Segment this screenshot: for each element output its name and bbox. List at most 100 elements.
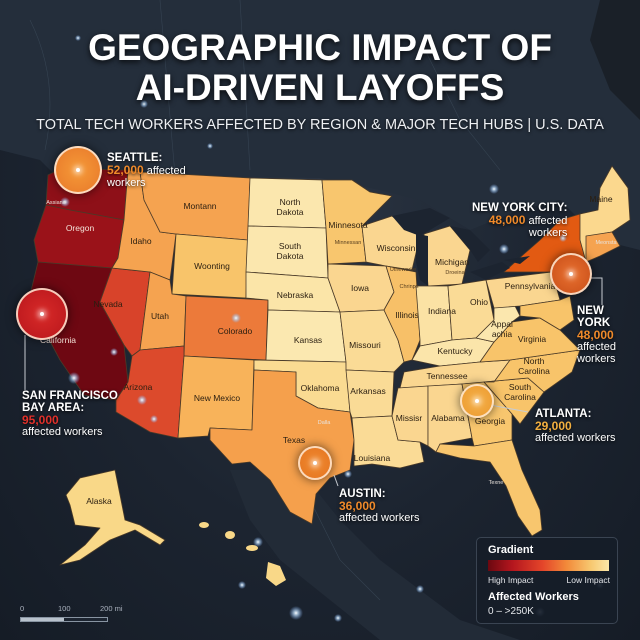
state-west-virginia[interactable] <box>475 299 521 343</box>
city-label-uthewerke: Uthewerke <box>389 267 417 273</box>
callout-nyc-name: NEW YORK CITY: <box>472 202 568 214</box>
state-label-ohio: Ohio <box>470 297 488 307</box>
canada-landmass <box>0 0 640 250</box>
legend-gradient-bar <box>488 560 609 571</box>
state-new-england[interactable] <box>579 165 631 263</box>
state-massachusetts[interactable] <box>585 231 621 263</box>
callout-seattle-name: SEATTLE: <box>107 152 163 164</box>
callout-leaders <box>24 277 603 487</box>
legend-high-label: High Impact <box>488 575 534 585</box>
state-florida[interactable] <box>435 439 543 537</box>
callout-seattle: SEATTLE: 52,000 affected workers <box>107 152 186 189</box>
legend-workers-title: Affected Workers <box>488 591 579 603</box>
city-label-chrinps: Chrinps <box>399 284 419 290</box>
callout-atlanta-value: 29,000 <box>535 419 572 433</box>
callout-austin-name: AUSTIN: <box>339 488 386 500</box>
state-label-kentucky: Kentucky <box>437 346 473 356</box>
legend-low-label: Low Impact <box>566 575 610 585</box>
state-label-north-carolina: North Carolina <box>518 356 550 376</box>
hub-marker-san-francisco[interactable] <box>16 288 68 340</box>
state-label-pennsylvania: Pennsylvania <box>504 281 556 291</box>
state-label-alaska: Alaska <box>86 496 112 506</box>
state-label-oregon: Oregon <box>65 223 95 233</box>
state-label-idaho: Idaho <box>130 236 152 246</box>
state-arizona[interactable] <box>115 345 185 439</box>
callout-sf-value: 95,000 <box>22 413 59 427</box>
callout-seattle-value: 52,000 <box>107 163 144 177</box>
state-label-wyoming: Woonting <box>194 261 230 271</box>
scale-tick-100: 100 <box>58 604 71 613</box>
city-label-minnessan: Minnessan <box>334 240 362 246</box>
state-label-wisconsin: Wisconsin <box>376 243 416 253</box>
title-line-2: AI-DRIVEN LAYOFFS <box>135 67 505 108</box>
legend-range: 0 – >250K <box>488 606 534 617</box>
hub-marker-new-york[interactable] <box>550 253 592 295</box>
state-maryland-delaware[interactable] <box>519 295 575 331</box>
callout-atlanta-suffix: affected workers <box>535 432 616 444</box>
callout-sf-suffix: affected workers <box>22 426 103 438</box>
state-label-michigan: Michigan <box>434 257 470 267</box>
city-label-texne: Texne <box>488 480 504 486</box>
state-label-montana: Montann <box>183 201 217 211</box>
state-label-indiana: Indiana <box>428 306 456 316</box>
state-label-tennessee: Tennessee <box>426 371 468 381</box>
state-indiana[interactable] <box>415 285 453 347</box>
state-label-mississippi: Missisr <box>395 413 423 423</box>
state-label-iowa: Iowa <box>351 283 369 293</box>
callout-ny-suffix: affected <box>577 341 616 353</box>
state-texas[interactable] <box>209 369 355 525</box>
legend-title: Gradient <box>488 544 534 556</box>
callout-ny-name: NEW YORK <box>577 305 611 329</box>
subtitle: TOTAL TECH WORKERS AFFECTED BY REGION & … <box>36 117 604 133</box>
callout-atlanta-name: ATLANTA: <box>535 408 592 420</box>
state-label-arkansas: Arkansas <box>350 386 386 396</box>
state-label-minnesota: Minnesota <box>328 220 368 230</box>
state-label-california: California <box>40 335 76 345</box>
state-label-virginia: Virginia <box>517 334 547 344</box>
callout-atlanta: ATLANTA: 29,000 affected workers <box>535 408 616 444</box>
scale-bar-graphic <box>20 617 108 622</box>
state-hawaii[interactable] <box>199 522 286 586</box>
state-label-alabama: Alabama <box>431 413 465 423</box>
state-label-oklahoma: Oklahoma <box>300 383 340 393</box>
states-layer <box>29 165 631 586</box>
hudson-bay <box>590 0 640 120</box>
state-label-south-dakota: South Dakota <box>276 241 304 261</box>
state-alaska[interactable] <box>59 469 166 566</box>
state-label-missouri: Missouri <box>349 340 381 350</box>
hub-marker-seattle[interactable] <box>54 146 102 194</box>
state-label-utah: Utah <box>151 311 169 321</box>
city-label-assiano: Assiano <box>46 200 66 206</box>
hub-marker-atlanta[interactable] <box>460 384 494 418</box>
state-label-texas: Texas <box>282 435 306 445</box>
state-label-nebraska: Nebraska <box>276 290 314 300</box>
scale-tick-200: 200 mi <box>100 604 123 613</box>
callout-seattle-suffix2: workers <box>107 177 146 189</box>
callout-austin: AUSTIN: 36,000 affected workers <box>339 488 420 524</box>
callout-seattle-suffix: affected <box>146 165 186 177</box>
background-borders <box>29 0 501 601</box>
callout-nyc-value: 48,000 <box>488 213 526 227</box>
city-label-droeina: Droeina <box>445 270 465 276</box>
state-label-kansas: Kansas <box>293 335 323 345</box>
callout-san-francisco: SAN FRANCISCO BAY AREA: 95,000 affected … <box>22 390 118 438</box>
legend-panel: Gradient High Impact Low Impact Affected… <box>476 537 618 624</box>
hub-marker-austin[interactable] <box>298 446 332 480</box>
state-label-north-dakota: North Dakota <box>276 197 304 217</box>
state-label-arizona: Arizona <box>123 382 153 392</box>
great-lakes <box>392 208 530 286</box>
state-label-illinois: Illinois <box>395 310 419 320</box>
callout-nyc-suffix: affected <box>528 215 568 227</box>
state-label-louisiana: Louisiana <box>353 453 391 463</box>
scale-tick-0: 0 <box>20 604 25 613</box>
state-label-nevada: Nevada <box>93 299 123 309</box>
city-label-meonsta: Meonsta <box>595 240 617 246</box>
state-label-georgia: Georgia <box>474 416 506 426</box>
title-line-1: GEOGRAPHIC IMPACT OF <box>88 27 552 68</box>
callout-austin-suffix: affected workers <box>339 512 420 524</box>
callout-new-york: NEW YORK 48,000 affected workers <box>577 305 640 365</box>
state-label-south-carolina: South Carolina <box>504 382 536 402</box>
callout-ny-suffix2: workers <box>577 353 616 365</box>
